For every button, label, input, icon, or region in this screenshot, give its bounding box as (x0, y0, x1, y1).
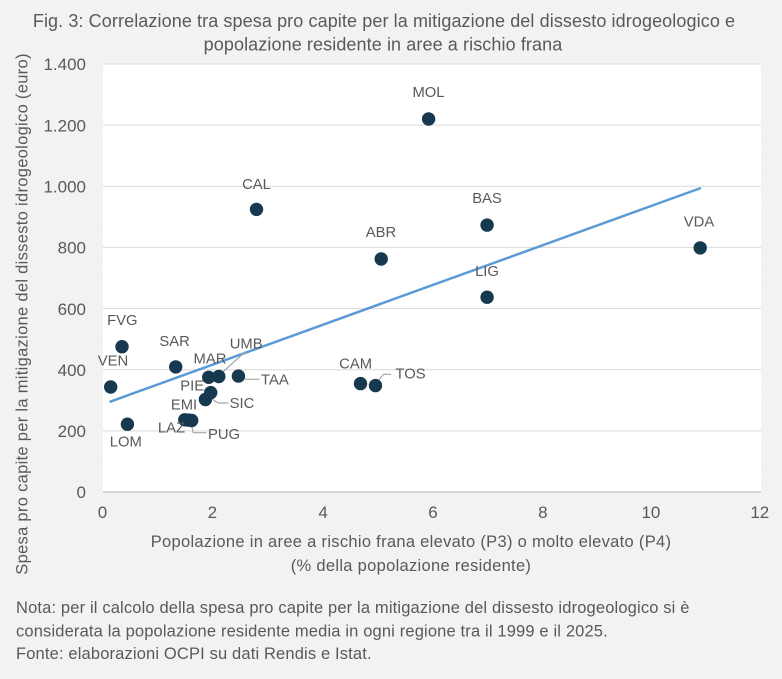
svg-text:Spesa pro capite per la mitiga: Spesa pro capite per la mitigazione del … (14, 53, 32, 574)
svg-text:CAL: CAL (242, 177, 271, 193)
svg-text:VDA: VDA (684, 214, 715, 230)
svg-text:LIG: LIG (475, 264, 499, 280)
svg-text:600: 600 (58, 300, 86, 319)
svg-text:400: 400 (58, 361, 86, 380)
svg-text:CAM: CAM (339, 357, 372, 373)
svg-text:0: 0 (77, 483, 86, 502)
svg-text:LOM: LOM (110, 435, 142, 451)
svg-text:ABR: ABR (366, 225, 396, 241)
svg-text:FVG: FVG (107, 313, 137, 329)
svg-text:Nota: per il calcolo della spe: Nota: per il calcolo della spesa pro cap… (16, 599, 690, 617)
svg-text:EMI: EMI (171, 398, 197, 414)
svg-text:1.400: 1.400 (43, 55, 86, 74)
svg-text:BAS: BAS (472, 191, 502, 207)
svg-text:8: 8 (538, 503, 547, 522)
svg-text:1.200: 1.200 (43, 116, 86, 135)
svg-text:0: 0 (98, 503, 107, 522)
svg-text:popolazione residente in aree: popolazione residente in aree a rischio … (204, 34, 564, 54)
svg-text:TOS: TOS (395, 366, 425, 382)
svg-text:6: 6 (428, 503, 437, 522)
svg-text:1.000: 1.000 (43, 178, 86, 197)
svg-text:PIE: PIE (180, 378, 204, 394)
svg-text:2: 2 (208, 503, 217, 522)
svg-text:4: 4 (318, 503, 327, 522)
svg-text:12: 12 (750, 503, 769, 522)
svg-text:Fonte: elaborazioni OCPI su da: Fonte: elaborazioni OCPI su dati Rendis … (16, 645, 372, 663)
svg-text:UMB: UMB (230, 336, 263, 352)
svg-text:800: 800 (58, 239, 86, 258)
svg-text:(% della popolazione residente: (% della popolazione residente) (291, 557, 531, 575)
svg-text:MAR: MAR (194, 351, 227, 367)
svg-text:considerata la popolazione res: considerata la popolazione residente med… (16, 623, 608, 641)
svg-text:VEN: VEN (98, 353, 128, 369)
svg-text:10: 10 (641, 503, 660, 522)
svg-text:MOL: MOL (412, 85, 444, 101)
svg-text:SAR: SAR (159, 334, 189, 350)
svg-text:200: 200 (58, 422, 86, 441)
svg-text:Popolazione in aree a rischio: Popolazione in aree a rischio frana elev… (151, 533, 672, 551)
svg-text:LAZ: LAZ (158, 421, 185, 437)
svg-text:TAA: TAA (261, 372, 289, 388)
svg-text:SIC: SIC (230, 396, 255, 412)
svg-text:PUG: PUG (208, 427, 240, 443)
svg-text:Fig. 3: Correlazione tra spesa: Fig. 3: Correlazione tra spesa pro capit… (33, 11, 735, 31)
